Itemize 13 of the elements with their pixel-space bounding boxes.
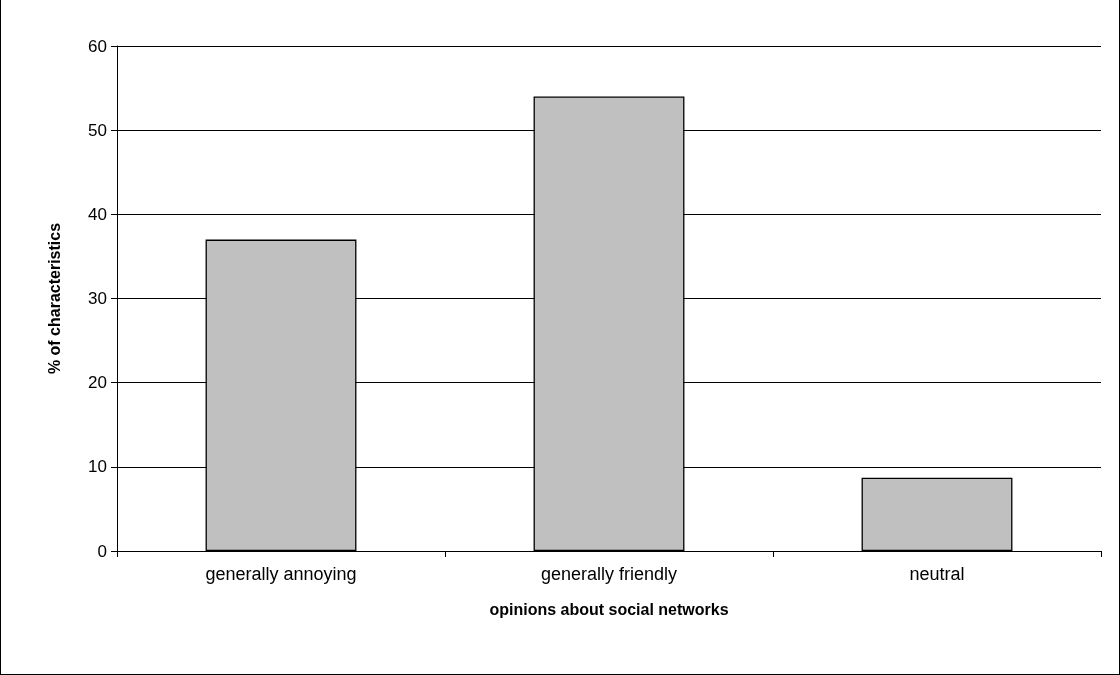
y-tick-label: 0 (97, 541, 107, 561)
x-axis-title: opinions about social networks (489, 600, 729, 618)
x-tick-label: neutral (909, 564, 965, 584)
bar (861, 477, 1013, 551)
y-tick-label: 10 (88, 457, 107, 477)
y-tick-label: 50 (88, 120, 107, 140)
y-axis-title: % of characteristics (45, 222, 63, 375)
y-tick-label: 30 (88, 289, 107, 308)
y-tick-label: 60 (88, 36, 107, 56)
x-tick-label: generally friendly (540, 564, 678, 584)
y-tick-label: 40 (88, 204, 107, 224)
x-tick-label: generally annoying (205, 564, 357, 584)
y-tick-label: 20 (88, 373, 107, 393)
